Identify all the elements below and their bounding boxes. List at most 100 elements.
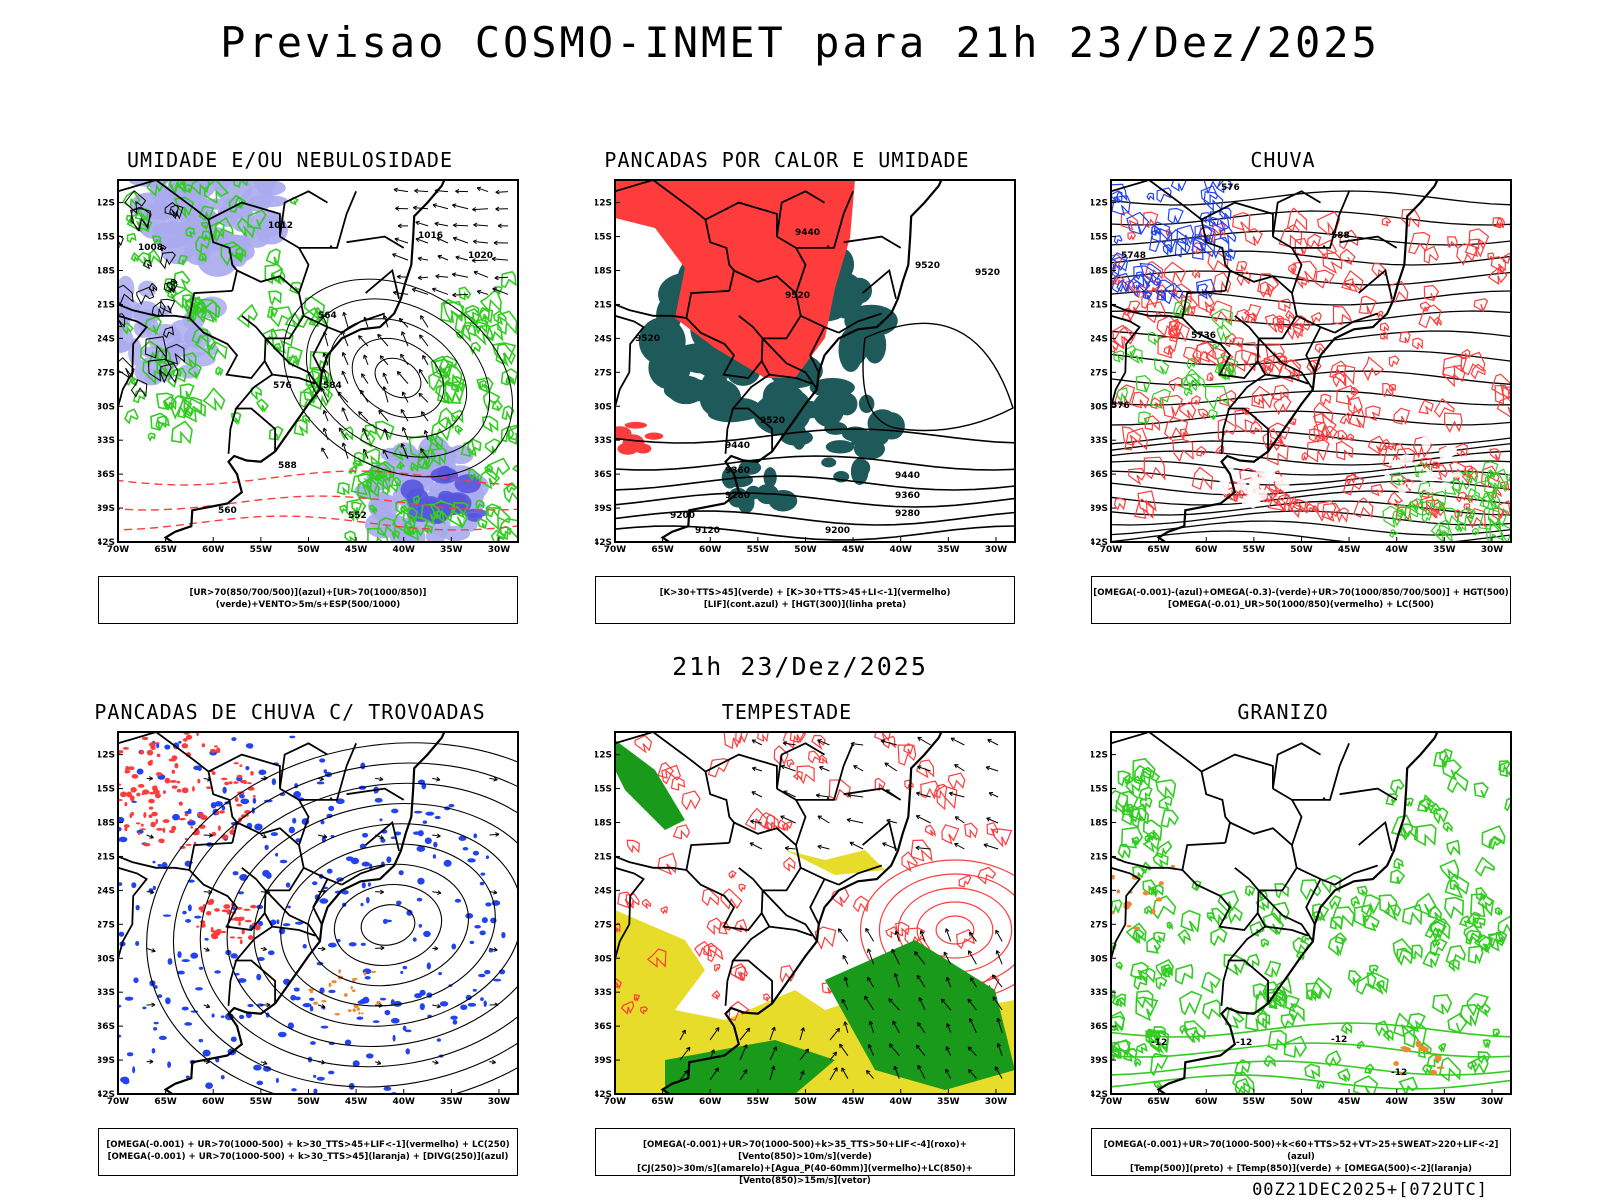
map-frame [1110,731,1512,1095]
map-frame [117,179,519,543]
lat-tick-label: 12S [1091,199,1108,209]
lon-tick-label: 50W [1290,1097,1313,1104]
lat-tick-label: 24S [595,886,612,896]
lon-tick-label: 40W [392,1097,415,1104]
lat-tick-label: 12S [98,751,115,761]
state-border [826,797,830,801]
lat-tick-label: 36S [595,470,612,480]
state-border [365,820,400,852]
contour-label: 9440 [895,471,920,481]
state-border [188,842,267,931]
contour-label: 9120 [695,526,720,536]
contour-label: 9520 [785,291,810,301]
lon-tick-label: 45W [345,1097,368,1104]
state-border [769,373,813,385]
state-border [1358,268,1393,300]
state-border [1201,753,1274,789]
lon-tick-label: 35W [937,545,960,552]
lat-tick-label: 18S [595,267,612,277]
legend-line: [K>30+TTS>45](verde) + [K>30+TTS>45+LI<-… [659,588,951,598]
li-red [118,732,256,849]
lon-tick-label: 45W [1338,1097,1361,1104]
state-border [1272,742,1321,789]
contour-label: 9520 [975,268,1000,278]
lon-tick-label: 60W [1195,545,1218,552]
state-border [615,180,735,292]
wind-vectors [392,186,509,298]
lat-tick-label: 12S [1091,751,1108,761]
lat-tick-label: 12S [595,199,612,209]
state-border [762,315,802,340]
lat-tick-label: 15S [1091,785,1108,795]
lat-tick-label: 24S [98,334,115,344]
state-border [1265,373,1309,385]
contour-label: 9360 [725,466,750,476]
panel-umidade: UMIDADE E/OU NEBULOSIDADE 1012 1008 1016 10… [60,148,520,638]
lat-tick-label: 27S [595,368,612,378]
omega-red [1111,207,1511,529]
map-frame [614,731,1016,1095]
divg-blue [118,735,506,1094]
lon-tick-label: 50W [794,545,817,552]
lat-tick-label: 24S [98,886,115,896]
lat-tick-label: 42S [98,538,115,548]
state-border [761,889,818,942]
pressure-isolines [283,278,513,478]
contour-label: 9360 [895,491,920,501]
lat-tick-label: 15S [595,233,612,243]
state-border [265,867,305,892]
state-border [329,245,333,249]
lat-tick-label: 12S [595,751,612,761]
lat-tick-label: 39S [98,504,115,514]
panel-title: TEMPESTADE [721,700,853,724]
lat-tick-label: 18S [1091,819,1108,829]
state-border [776,235,807,294]
legend-trovoadas: [OMEGA(-0.001) + UR>70(1000-500) + k>30_… [98,1128,518,1176]
state-border [1258,315,1298,340]
lat-tick-label: 39S [595,504,612,514]
map-pancadas-calor: 9440 9520 9520 9520 9520 9440 9360 9280 9200 9120… [595,178,1017,552]
panel-granizo: GRANIZO -12 -12 -12 -12 12S 15S 18S 21S 24S 27S 30… [1053,700,1513,1190]
lon-tick-label: 45W [345,545,368,552]
wind-vectors [320,311,429,459]
contour-label: 9200 [670,511,695,521]
state-border [118,732,238,844]
state-border [776,742,825,789]
lat-tick-label: 30S [1091,954,1108,964]
legend-line: [UR>70(850/700/500)](azul)+[UR>70(1000/8… [189,588,427,610]
map-svg: 9440952095209520952094409360928092009120… [595,179,1016,552]
state-border [1257,889,1314,942]
lat-tick-label: 24S [1091,334,1108,344]
lat-tick-label: 12S [98,199,115,209]
state-border [862,820,897,852]
temp850-green [1111,1022,1511,1090]
lon-tick-label: 30W [985,1097,1008,1104]
panel-pancadas-calor: PANCADAS POR CALOR E UMIDADE 9440 9520 952… [557,148,1017,638]
state-border [1358,820,1393,852]
state-border [1272,235,1303,294]
mid-date-label: 21h 23/Dez/2025 [672,652,928,681]
state-border [1305,878,1322,925]
legend-line: [LIF](cont.azul) + [HGT(300)](linha pret… [703,600,907,610]
lon-tick-label: 60W [699,1097,722,1104]
lat-tick-label: 24S [595,334,612,344]
contour-label: 588 [278,461,297,471]
lon-tick-label: 50W [794,1097,817,1104]
omega-blue [1111,180,1237,305]
state-border [615,732,735,844]
state-border [299,190,357,249]
lat-tick-label: 33S [595,436,612,446]
lat-tick-label: 33S [595,988,612,998]
state-border [809,878,826,925]
map-svg: 1012 1008 1016 1020 564 576 584 588 552 560 12S 15S… [98,179,519,552]
east-coastline [1156,180,1439,542]
state-border [1220,408,1230,454]
state-border [843,235,902,249]
east-coastline [660,180,943,542]
lon-tick-label: 70W [107,545,130,552]
state-border [1272,190,1321,237]
